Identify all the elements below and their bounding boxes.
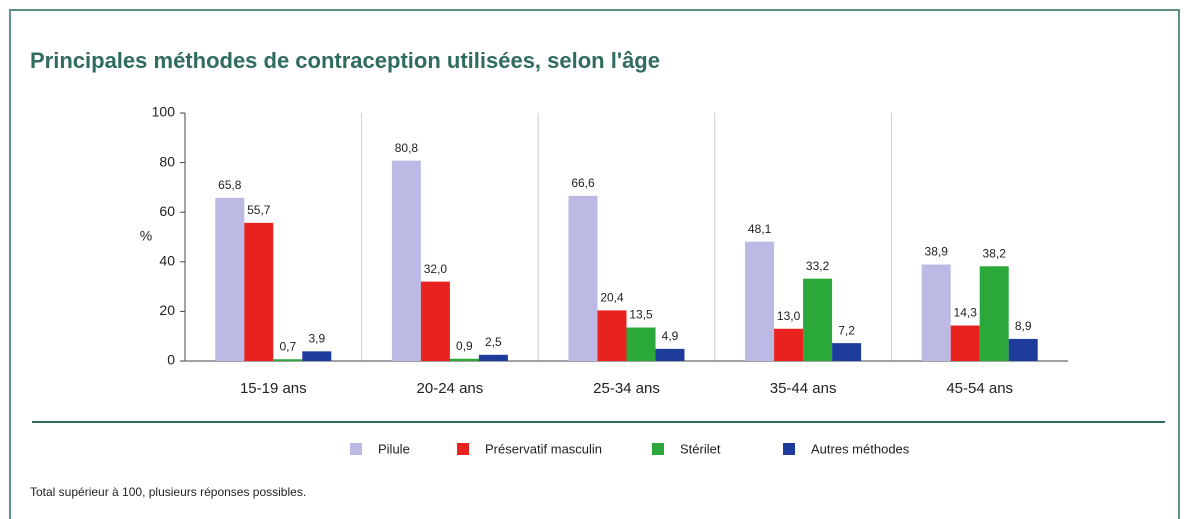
bar	[244, 222, 274, 361]
note: Total supérieur à 100, plusieurs réponse…	[30, 485, 306, 499]
value-label: 48,1	[748, 222, 772, 236]
legend-swatch	[350, 443, 362, 455]
y-tick-label: 40	[159, 253, 175, 269]
y-tick-label: 60	[159, 203, 175, 219]
x-tick-label: 20-24 ans	[417, 380, 484, 397]
legend-label: Autres méthodes	[811, 441, 910, 456]
bar	[597, 310, 627, 361]
value-label: 13,0	[777, 309, 801, 323]
bar	[215, 197, 245, 361]
legend-label: Pilule	[378, 441, 410, 456]
y-tick-label: 100	[152, 104, 176, 120]
y-axis-label: %	[140, 228, 152, 244]
legend-label: Préservatif masculin	[485, 441, 602, 456]
bar	[655, 348, 685, 361]
value-label: 38,2	[983, 246, 1007, 260]
value-label: 13,5	[629, 308, 653, 322]
bar	[302, 351, 332, 361]
bar	[478, 354, 508, 361]
bar	[449, 358, 479, 361]
x-tick-label: 25-34 ans	[593, 380, 660, 397]
legend-label: Stérilet	[680, 441, 721, 456]
bar	[774, 328, 804, 361]
value-label: 33,2	[806, 259, 830, 273]
y-tick-label: 20	[159, 302, 175, 318]
y-tick-label: 0	[167, 352, 175, 368]
bar	[832, 343, 862, 361]
frame	[9, 9, 1180, 519]
bar	[420, 281, 450, 361]
legend-swatch	[457, 443, 469, 455]
bar	[950, 325, 980, 361]
value-label: 55,7	[247, 203, 271, 217]
value-label: 0,7	[279, 339, 296, 353]
x-tick-label: 15-19 ans	[240, 380, 307, 397]
bar	[803, 278, 833, 361]
bar	[921, 264, 951, 361]
x-tick-label: 45-54 ans	[946, 380, 1013, 397]
value-label: 38,9	[925, 245, 949, 259]
x-tick-label: 35-44 ans	[770, 380, 837, 397]
bar	[626, 327, 656, 361]
value-label: 20,4	[600, 291, 624, 305]
value-label: 80,8	[395, 141, 419, 155]
value-label: 32,0	[424, 262, 448, 276]
legend-swatch	[783, 443, 795, 455]
bar	[1008, 338, 1038, 361]
chart-title: Principales méthodes de contraception ut…	[30, 48, 660, 73]
value-label: 14,3	[954, 306, 978, 320]
value-label: 8,9	[1015, 319, 1032, 333]
bar	[979, 266, 1009, 361]
value-label: 65,8	[218, 178, 242, 192]
value-label: 7,2	[838, 323, 855, 337]
legend-swatch	[652, 443, 664, 455]
value-label: 2,5	[485, 335, 502, 349]
value-label: 4,9	[662, 329, 679, 343]
value-label: 0,9	[456, 339, 473, 353]
y-tick-label: 80	[159, 153, 175, 169]
value-label: 3,9	[308, 331, 325, 345]
bar	[391, 160, 421, 361]
bar	[568, 195, 598, 361]
bar	[745, 241, 775, 361]
bar	[273, 359, 303, 361]
value-label: 66,6	[571, 176, 595, 190]
